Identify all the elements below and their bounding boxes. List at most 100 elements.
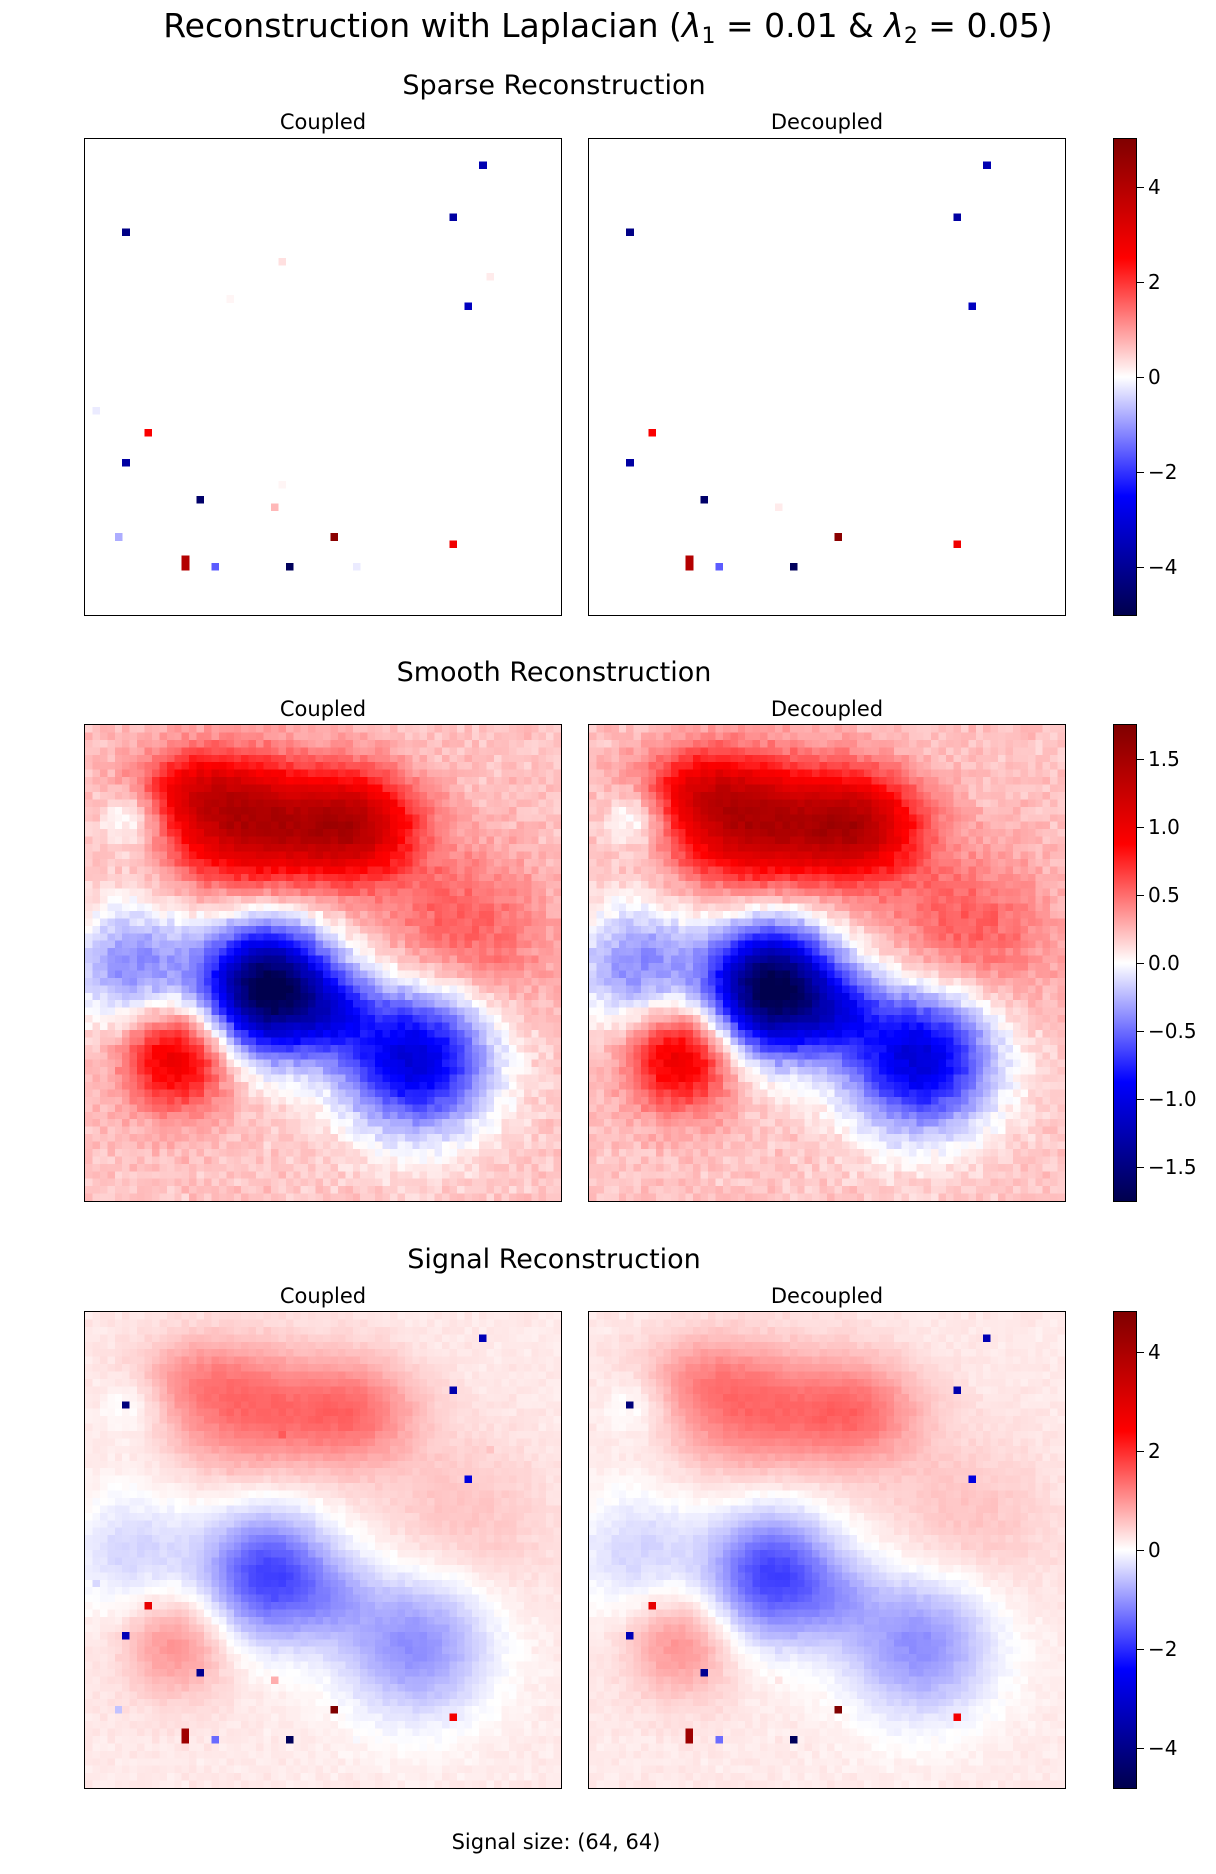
smooth-coupled-cell bbox=[85, 777, 93, 785]
smooth-coupled-cell bbox=[174, 1171, 182, 1179]
smooth-coupled-cell bbox=[315, 1096, 324, 1105]
smooth-coupled-cell bbox=[479, 1104, 487, 1112]
smooth-coupled-cell bbox=[285, 948, 294, 956]
smooth-decoupled-cell bbox=[626, 799, 634, 807]
smooth-coupled-cell bbox=[308, 1104, 316, 1112]
smooth-coupled-cell bbox=[523, 821, 532, 830]
smooth-coupled-cell bbox=[523, 1186, 532, 1194]
smooth-coupled-cell bbox=[218, 1052, 227, 1060]
smooth-coupled-cell bbox=[434, 1037, 443, 1045]
smooth-coupled-cell bbox=[531, 1171, 539, 1179]
smooth-coupled-cell bbox=[523, 888, 532, 897]
smooth-coupled-cell bbox=[434, 888, 443, 897]
smooth-coupled-cell bbox=[471, 918, 480, 926]
smooth-coupled-cell bbox=[226, 754, 234, 763]
smooth-coupled-cell bbox=[211, 747, 220, 755]
smooth-coupled-cell bbox=[382, 948, 391, 956]
smooth-coupled-cell bbox=[256, 903, 264, 912]
smooth-coupled-cell bbox=[204, 1044, 212, 1053]
sparse-decoupled-background bbox=[589, 139, 1065, 615]
smooth-coupled-cell bbox=[330, 1096, 339, 1105]
smooth-coupled-cell bbox=[375, 992, 383, 1001]
smooth-coupled-cell bbox=[256, 977, 264, 986]
smooth-coupled-cell bbox=[174, 851, 182, 860]
smooth-decoupled-cell bbox=[1057, 791, 1065, 800]
smooth-coupled-cell bbox=[494, 1037, 502, 1045]
sparse-coupled-cell bbox=[122, 228, 130, 236]
smooth-decoupled-cell bbox=[678, 791, 686, 800]
smooth-decoupled-cell bbox=[745, 777, 753, 785]
smooth-coupled-cell bbox=[196, 806, 205, 815]
smooth-coupled-cell bbox=[375, 1082, 383, 1090]
smooth-decoupled-cell bbox=[678, 806, 686, 815]
smooth-coupled-cell bbox=[129, 1134, 138, 1142]
smooth-coupled-cell bbox=[211, 851, 220, 860]
smooth-coupled-cell bbox=[553, 1082, 561, 1090]
smooth-coupled-cell bbox=[330, 1007, 339, 1016]
smooth-coupled-cell bbox=[174, 992, 182, 1001]
smooth-coupled-cell bbox=[508, 948, 517, 956]
smooth-coupled-cell bbox=[330, 903, 339, 912]
smooth-coupled-cell bbox=[389, 992, 398, 1001]
smooth-coupled-cell bbox=[382, 762, 391, 770]
smooth-coupled-cell bbox=[174, 1111, 182, 1120]
smooth-coupled-cell bbox=[531, 844, 539, 852]
smooth-coupled-cell bbox=[159, 1134, 167, 1142]
smooth-coupled-cell bbox=[137, 1082, 145, 1090]
smooth-coupled-cell bbox=[270, 1022, 279, 1031]
smooth-decoupled-cell bbox=[1012, 791, 1021, 800]
smooth-decoupled-cell bbox=[1035, 739, 1043, 748]
smooth-decoupled-cell bbox=[678, 821, 686, 830]
smooth-coupled-cell bbox=[174, 1037, 182, 1045]
smooth-coupled-cell bbox=[345, 784, 353, 793]
smooth-coupled-cell bbox=[166, 1067, 175, 1075]
smooth-coupled-cell bbox=[419, 1052, 428, 1060]
smooth-coupled-cell bbox=[352, 1052, 361, 1060]
smooth-coupled-cell bbox=[226, 925, 234, 934]
smooth-coupled-cell bbox=[449, 1141, 458, 1150]
smooth-coupled-cell bbox=[471, 1067, 480, 1075]
smooth-coupled-cell bbox=[508, 725, 517, 733]
smooth-coupled-cell bbox=[531, 732, 539, 741]
smooth-coupled-cell bbox=[382, 1171, 391, 1179]
smooth-coupled-cell bbox=[546, 1007, 554, 1016]
smooth-decoupled-cell bbox=[856, 739, 865, 748]
smooth-coupled-cell bbox=[486, 896, 495, 904]
smooth-decoupled-cell bbox=[626, 821, 634, 830]
smooth-coupled-cell bbox=[471, 1015, 480, 1023]
smooth-coupled-cell bbox=[233, 925, 242, 934]
smooth-coupled-cell bbox=[137, 1156, 145, 1164]
smooth-coupled-cell bbox=[256, 1156, 264, 1164]
smooth-coupled-cell bbox=[166, 1193, 175, 1201]
smooth-coupled-cell bbox=[107, 821, 115, 830]
smooth-coupled-cell bbox=[471, 739, 480, 748]
smooth-decoupled-cell bbox=[670, 739, 679, 748]
smooth-coupled-cell bbox=[427, 799, 435, 807]
smooth-decoupled-cell bbox=[849, 739, 857, 748]
smooth-coupled-cell bbox=[285, 1171, 294, 1179]
smooth-coupled-cell bbox=[99, 1029, 108, 1038]
smooth-coupled-cell bbox=[293, 1089, 301, 1098]
smooth-coupled-cell bbox=[99, 910, 108, 919]
smooth-coupled-cell bbox=[501, 821, 510, 830]
smooth-coupled-cell bbox=[546, 1037, 554, 1045]
smooth-coupled-cell bbox=[218, 1148, 227, 1157]
smooth-coupled-cell bbox=[471, 1111, 480, 1120]
smooth-coupled-cell bbox=[144, 985, 153, 993]
smooth-coupled-cell bbox=[204, 970, 212, 979]
smooth-coupled-cell bbox=[508, 1022, 517, 1031]
smooth-decoupled-cell bbox=[611, 747, 619, 755]
smooth-coupled-cell bbox=[114, 1059, 123, 1068]
smooth-coupled-cell bbox=[211, 1134, 220, 1142]
smooth-coupled-cell bbox=[189, 1134, 197, 1142]
smooth-coupled-cell bbox=[434, 903, 443, 912]
smooth-coupled-cell bbox=[360, 970, 368, 979]
smooth-coupled-cell bbox=[107, 829, 115, 837]
smooth-coupled-cell bbox=[308, 1193, 316, 1201]
smooth-coupled-cell bbox=[471, 851, 480, 860]
smooth-coupled-cell bbox=[300, 933, 309, 941]
smooth-coupled-cell bbox=[166, 784, 175, 793]
smooth-coupled-cell bbox=[248, 814, 257, 822]
smooth-decoupled-cell bbox=[804, 747, 813, 755]
smooth-coupled-cell bbox=[523, 873, 532, 882]
